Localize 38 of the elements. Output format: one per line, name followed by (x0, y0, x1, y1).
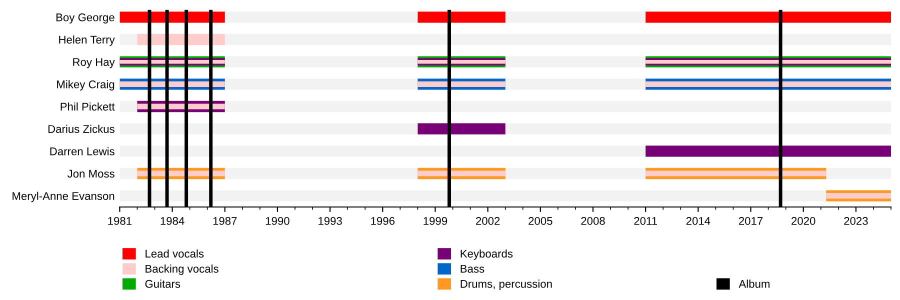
x-tick-label: 2011 (634, 217, 657, 225)
legend-label: Guitars (145, 280, 180, 288)
x-tick-label: 1984 (160, 217, 184, 225)
legend-label: Keyboards (460, 249, 513, 260)
bar (418, 81, 506, 87)
x-tick-label: 2005 (528, 217, 552, 225)
y-tick-label: Meryl-Anne Evanson (12, 192, 114, 202)
legend-label: Album (738, 280, 770, 288)
x-tick-label: 1999 (424, 217, 448, 225)
x-tick-label: 2017 (738, 217, 763, 225)
bar (646, 81, 891, 87)
y-tick-label: Mikey Craig (57, 80, 114, 90)
legend-label: Bass (460, 264, 484, 273)
bar (646, 170, 826, 176)
y-tick-label: Phil Pickett (60, 102, 115, 111)
y-tick-label: Helen Terry (59, 35, 115, 46)
y-tick-label: Darren Lewis (50, 147, 114, 156)
bar (418, 170, 506, 176)
x-tick-label: 1993 (318, 217, 342, 225)
x-tick-label: 2014 (686, 217, 710, 225)
x-tick-label: 1987 (213, 217, 237, 225)
x-tick-label: 2023 (844, 217, 868, 225)
y-tick-label: Roy Hay (73, 58, 115, 68)
x-tick-label: 1996 (371, 217, 395, 225)
bar (418, 12, 506, 23)
x-tick-label: 1981 (108, 217, 132, 225)
bar (826, 193, 891, 199)
legend-label: Backing vocals (146, 264, 218, 275)
y-tick-label: Darius Zickus (48, 124, 114, 133)
legend-label: Lead vocals (146, 249, 204, 258)
x-tick-label: 1990 (266, 217, 290, 225)
x-tick-label: 2008 (581, 217, 605, 225)
y-tick-label: Jon Moss (67, 170, 114, 178)
bar (137, 104, 225, 110)
legend-label: Drums, percussion (460, 280, 552, 290)
x-tick-label: 2002 (476, 217, 500, 225)
x-tick-label: 2020 (792, 217, 816, 225)
y-tick-label: Boy George (56, 13, 114, 24)
